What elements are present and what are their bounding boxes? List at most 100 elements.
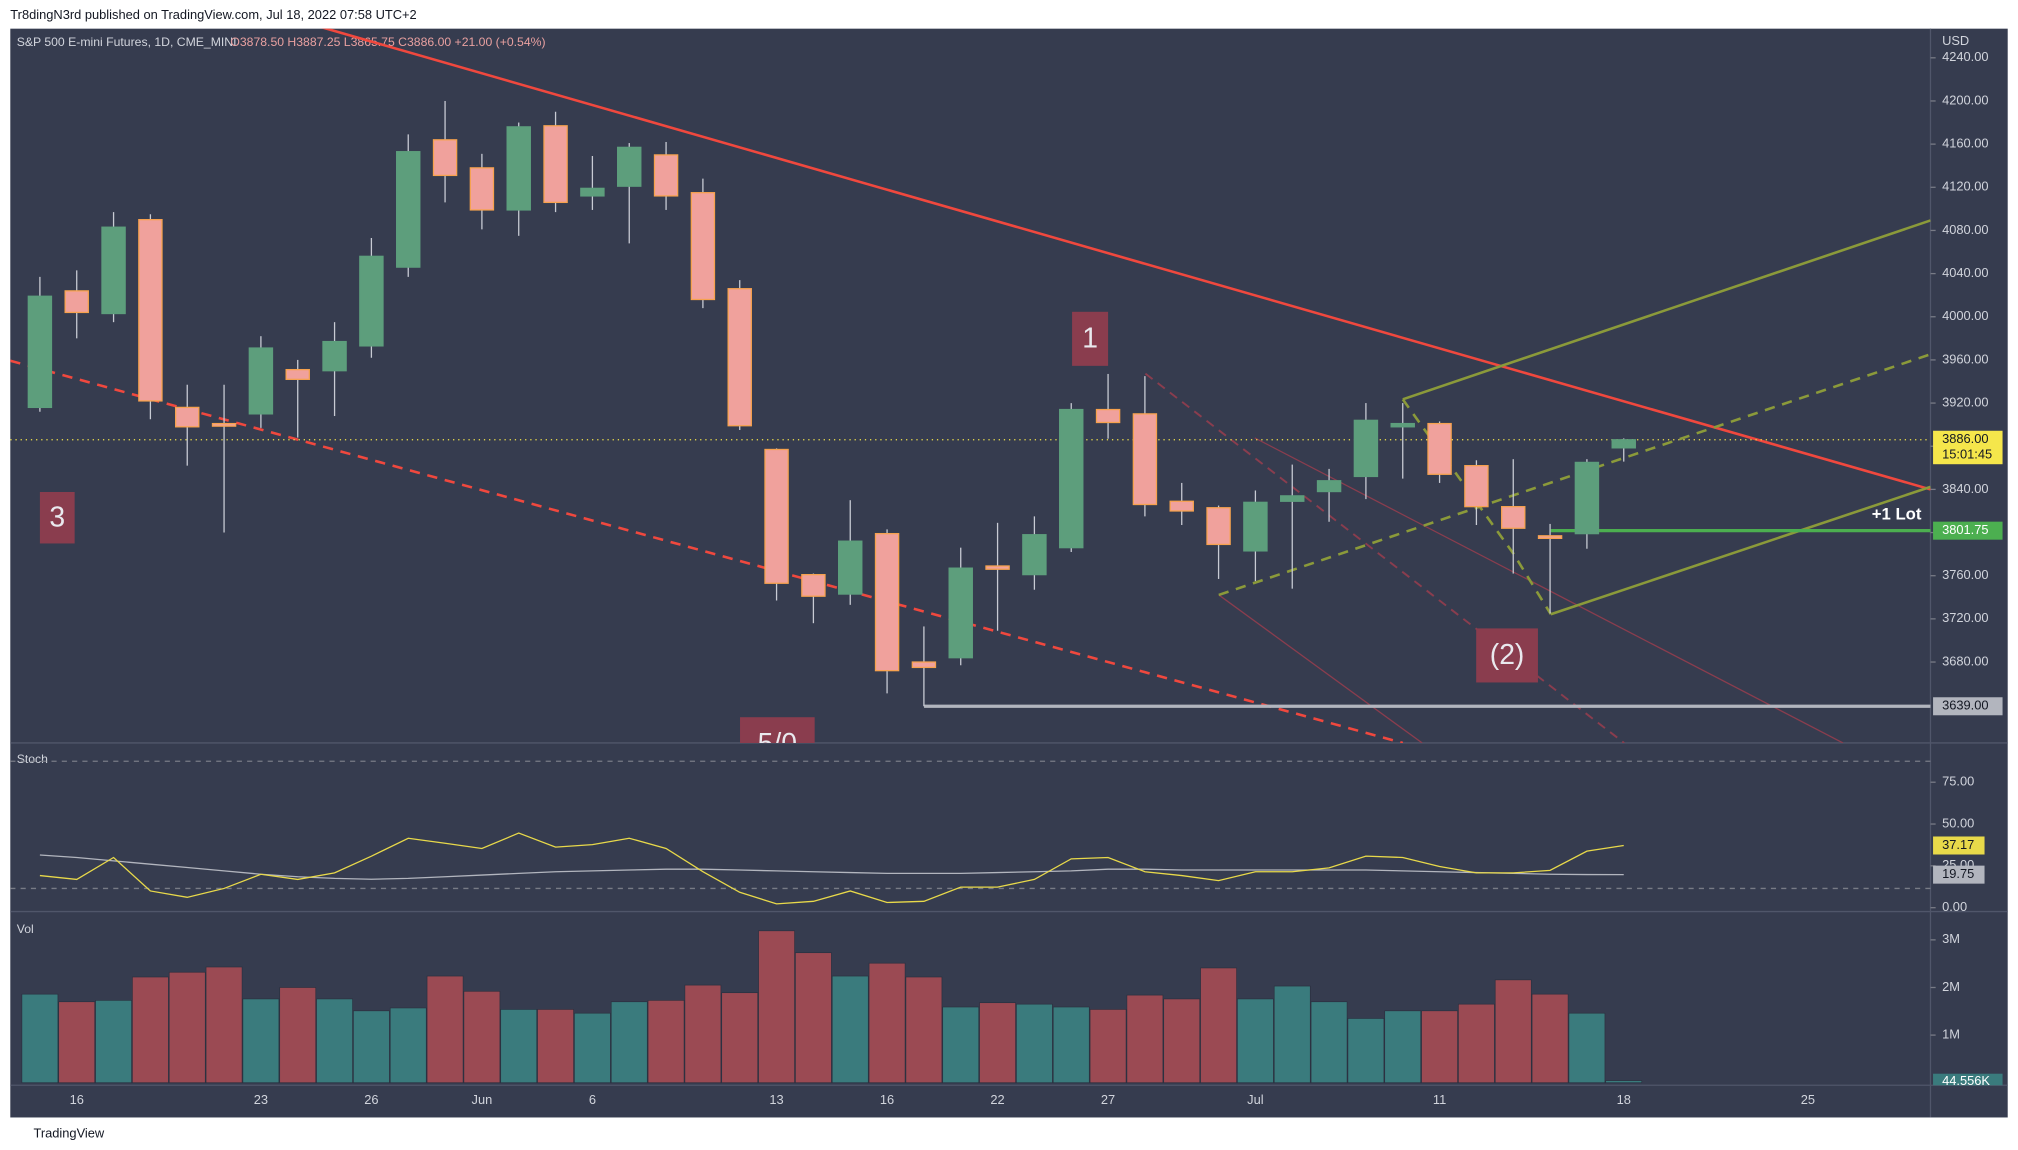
candle-body [874, 532, 900, 672]
x-tick-label: 11 [1433, 1092, 1446, 1107]
trend-line-dashed [10, 359, 1404, 743]
chart-background [10, 28, 2008, 1118]
candle-body [911, 661, 937, 669]
channel-line [1254, 437, 1844, 743]
candle-body [248, 347, 274, 415]
y-tick-label: 4160.00 [1942, 136, 1988, 151]
volume-label: 44.556K [1942, 1073, 1990, 1088]
x-tick-label: 22 [990, 1092, 1004, 1107]
x-tick-label: 25 [1801, 1092, 1815, 1107]
candle-body [1022, 534, 1047, 576]
volume-bar [500, 1009, 538, 1084]
symbol-title: S&P 500 E-mini Futures, 1D, CME_MINI [17, 35, 237, 49]
volume-bar [1568, 1012, 1606, 1084]
volume-bar [353, 1010, 390, 1084]
volume-bar [1052, 1006, 1090, 1084]
pitchfork-lower [1550, 485, 1931, 616]
candle-body [727, 288, 752, 427]
stoch-label-bg [1933, 836, 1985, 855]
volume-bar [1384, 1010, 1422, 1084]
volume-bar [1089, 1009, 1127, 1084]
volume-bar [242, 998, 280, 1084]
volume-bar [1421, 1010, 1458, 1084]
x-tick-label: Jul [1247, 1092, 1263, 1107]
candle-body [138, 219, 163, 402]
candle-body [764, 448, 789, 584]
volume-bar [389, 1007, 427, 1084]
y-tick-label: 4080.00 [1942, 222, 1988, 237]
y-tick-label: 3960.00 [1942, 351, 1988, 366]
price-label-bg [1933, 521, 2003, 540]
candle-body [1427, 422, 1452, 475]
price-timer: 15:01:45 [1942, 447, 1992, 462]
stoch-label: 37.17 [1942, 837, 1974, 852]
trend-line [321, 28, 1931, 491]
annotation-text: 1 [1082, 322, 1098, 354]
stoch-line [39, 854, 1624, 880]
volume-bar [426, 975, 464, 1084]
volume-bar [316, 998, 353, 1084]
candle-body [985, 565, 1010, 570]
x-tick-label: 23 [254, 1092, 268, 1107]
x-tick-label: 13 [769, 1092, 783, 1107]
candle-body [1169, 500, 1194, 512]
volume-bar [905, 976, 943, 1084]
candle-body [690, 192, 716, 301]
publisher: Tr8dingN3rd published on TradingView.com… [10, 7, 416, 22]
drawings: 1 3 (2) 5/0 [10, 28, 1931, 743]
annotation-text: +1 Lot [1872, 505, 1922, 524]
candle-body [838, 540, 863, 595]
candle-body [1537, 535, 1563, 540]
volume-bar [1016, 1003, 1053, 1084]
volume-bar [279, 987, 317, 1084]
y-tick-label: 3720.00 [1942, 610, 1988, 625]
volume-bar [58, 1001, 96, 1084]
candle-body [101, 226, 126, 315]
volume-bar [942, 1006, 980, 1084]
y-tick-label: 75.00 [1942, 774, 1974, 789]
y-tick-label: 3840.00 [1942, 481, 1988, 496]
y-tick-label: 4000.00 [1942, 308, 1988, 323]
y-tick-label: 3M [1942, 931, 1960, 946]
candle-body [1390, 422, 1415, 428]
volume-bar [1458, 1003, 1495, 1084]
currency: USD [1942, 33, 1969, 48]
stoch-title: Stoch [17, 752, 48, 766]
annotation-text: (2) [1490, 638, 1525, 670]
volume-bar [1273, 985, 1311, 1084]
candle-body [1316, 480, 1342, 493]
volume-bar [205, 966, 243, 1084]
x-tick-label: 16 [880, 1092, 894, 1107]
candle-body [1611, 439, 1636, 449]
candle-body [1280, 495, 1305, 502]
volume-bar [574, 1012, 611, 1084]
candle-body [322, 340, 347, 372]
candle-body [801, 573, 826, 597]
volume-bar [1347, 1018, 1385, 1084]
y-tick-label: 4040.00 [1942, 265, 1988, 280]
y-tick-label: 0.00 [1942, 899, 1967, 914]
volume-bar [795, 952, 832, 1084]
volume-bar [1531, 993, 1569, 1084]
candle-body [617, 146, 642, 187]
candle-body [211, 422, 237, 427]
volume-bar [1126, 994, 1164, 1084]
candle-body [506, 126, 531, 211]
volume-bar [168, 971, 206, 1084]
candle-body [396, 151, 421, 268]
ohlc-text: O3878.50 H3887.25 L3865.75 C3886.00 +21.… [230, 35, 545, 49]
volume-bar [95, 1000, 132, 1084]
volume-bar [868, 962, 906, 1084]
candle-body [1206, 507, 1231, 546]
price-label-bg [1933, 430, 2003, 465]
candle-body [580, 187, 605, 197]
y-tick-label: 3760.00 [1942, 567, 1988, 582]
volume-bar [132, 976, 169, 1084]
candle-body [1501, 506, 1526, 529]
volume-label-bg [1933, 1073, 2003, 1086]
volume-bar [1200, 967, 1237, 1084]
candle-body [1095, 408, 1121, 424]
candle-body [285, 368, 310, 380]
price-label: 3886.00 [1942, 431, 1988, 446]
